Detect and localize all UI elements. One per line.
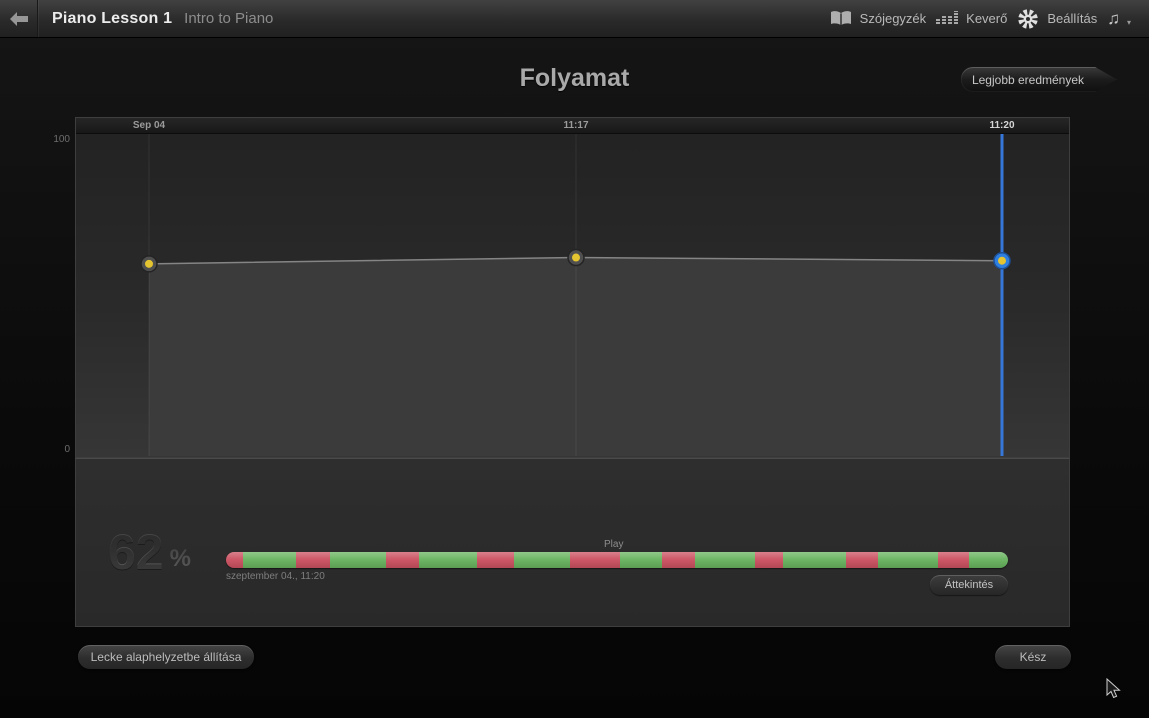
chart-x-label: Sep 04 bbox=[132, 120, 166, 131]
performance-segment-green bbox=[783, 552, 847, 568]
settings-label: Beállítás bbox=[1047, 11, 1098, 26]
y-axis-tick-0: 0 bbox=[64, 444, 70, 455]
performance-segment-green bbox=[329, 552, 386, 568]
glossary-button[interactable]: Szójegyzék bbox=[830, 10, 927, 27]
performance-bar-wrap: Play szeptember 04., 11:20 bbox=[226, 539, 1008, 582]
performance-segment-red bbox=[385, 552, 420, 568]
score-percent: 62 % bbox=[108, 527, 191, 577]
data-point-selected[interactable] bbox=[993, 251, 1011, 270]
book-icon bbox=[830, 10, 851, 25]
mixer-button[interactable]: Keverő bbox=[936, 10, 1008, 27]
done-button[interactable]: Kész bbox=[995, 645, 1071, 669]
performance-segment-red bbox=[846, 552, 879, 568]
performance-segment-red bbox=[754, 552, 784, 568]
music-note-icon: ♫ bbox=[1107, 8, 1120, 28]
performance-segment-red bbox=[226, 552, 243, 568]
performance-segment-red bbox=[295, 552, 330, 568]
performance-segment-green bbox=[419, 552, 478, 568]
chart-x-label: 11:20 bbox=[989, 120, 1015, 131]
settings-button[interactable]: Beállítás bbox=[1017, 8, 1097, 30]
progress-line-chart bbox=[140, 134, 1011, 456]
chart-x-label: 11:17 bbox=[563, 120, 589, 131]
data-point[interactable] bbox=[140, 255, 158, 273]
performance-segment-red bbox=[477, 552, 515, 568]
progress-chart[interactable]: Sep 04 11:17 11:20 bbox=[75, 117, 1070, 458]
top-bar: Piano Lesson 1 Intro to Piano Szójegyzék… bbox=[0, 0, 1149, 38]
lesson-title: Piano Lesson 1 bbox=[52, 9, 173, 27]
song-menu-button[interactable]: ♫ ▾ bbox=[1107, 9, 1131, 29]
performance-bar[interactable] bbox=[226, 552, 1008, 568]
play-section-label: Play bbox=[604, 539, 624, 550]
performance-segment-green bbox=[619, 552, 662, 568]
overview-button[interactable]: Áttekintés bbox=[930, 575, 1008, 595]
reset-lesson-button[interactable]: Lecke alaphelyzetbe állítása bbox=[78, 645, 254, 669]
lesson-subtitle: Intro to Piano bbox=[184, 10, 274, 27]
performance-segment-red bbox=[570, 552, 620, 568]
glossary-label: Szójegyzék bbox=[859, 11, 927, 26]
y-axis-tick-100: 100 bbox=[53, 134, 70, 145]
toolbar-actions: Szójegyzék Keverő Beállítás ♫ ▾ bbox=[830, 8, 1149, 30]
mixer-icon bbox=[936, 10, 959, 24]
performance-segment-green bbox=[514, 552, 571, 568]
performance-segment-green bbox=[968, 552, 1008, 568]
best-results-button[interactable]: Legjobb eredmények bbox=[961, 67, 1117, 92]
performance-segment-red bbox=[661, 552, 695, 568]
session-date-label: szeptember 04., 11:20 bbox=[226, 571, 325, 582]
performance-segment-green bbox=[242, 552, 296, 568]
gear-icon bbox=[1018, 8, 1039, 29]
score-percent-value: 62 bbox=[108, 524, 164, 580]
performance-segment-green bbox=[878, 552, 939, 568]
page-title: Folyamat bbox=[519, 64, 630, 92]
session-summary-panel: 62 % Play szeptember 04., 11:20 Áttekint… bbox=[75, 458, 1070, 627]
score-percent-sign: % bbox=[169, 545, 191, 572]
back-arrow-icon bbox=[9, 11, 28, 26]
mixer-label: Keverő bbox=[966, 11, 1008, 26]
chevron-down-icon: ▾ bbox=[1126, 18, 1131, 27]
data-point[interactable] bbox=[567, 248, 585, 267]
performance-segment-red bbox=[938, 552, 969, 568]
performance-segment-green bbox=[694, 552, 755, 568]
chart-timeline-header: Sep 04 11:17 11:20 bbox=[76, 118, 1069, 134]
mouse-cursor bbox=[1106, 678, 1121, 699]
back-button[interactable] bbox=[0, 0, 38, 37]
